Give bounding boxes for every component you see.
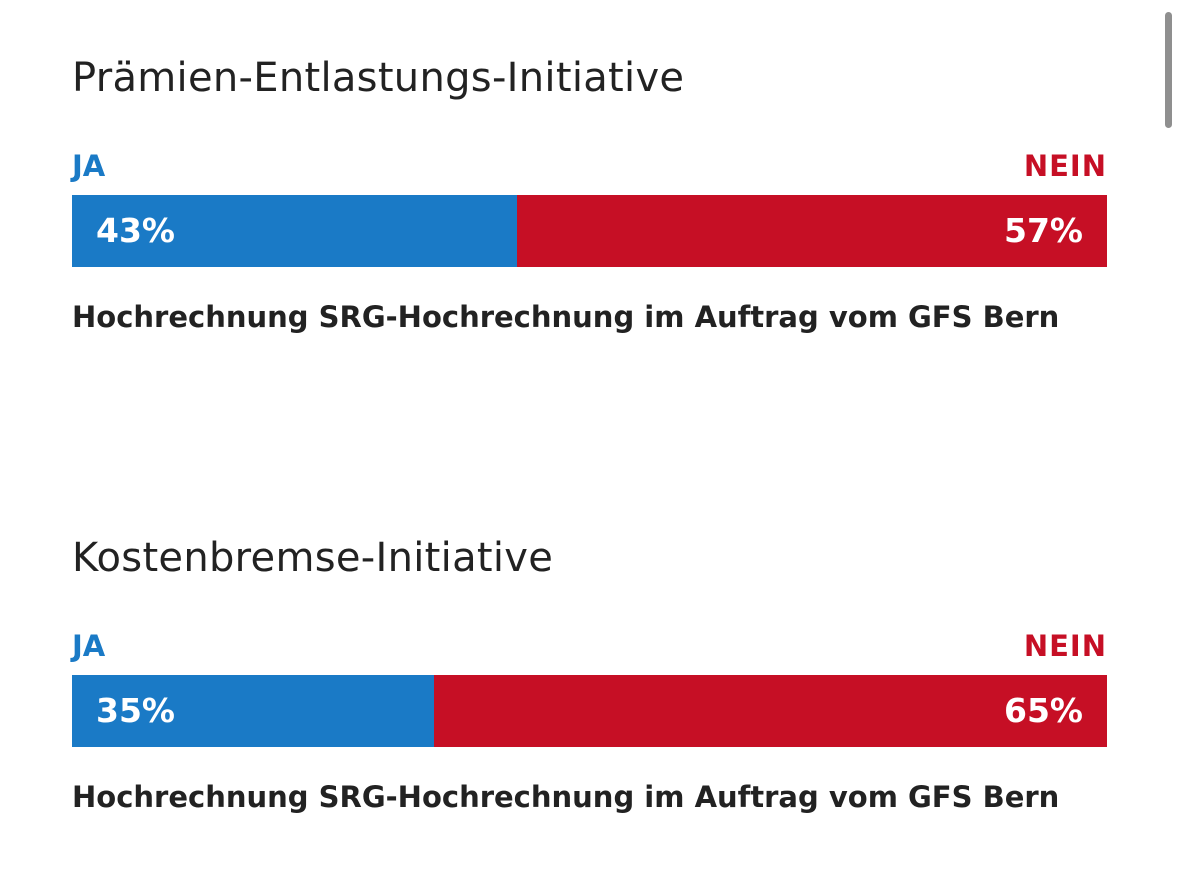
no-percentage: 57% <box>1003 211 1083 250</box>
label-row: JA NEIN <box>72 148 1107 184</box>
vote-result-block: Prämien-Entlastungs-Initiative JA NEIN 4… <box>72 52 1107 337</box>
label-row: JA NEIN <box>72 628 1107 664</box>
no-bar-segment: 57% <box>517 195 1107 267</box>
result-bar: 35% 65% <box>72 675 1107 747</box>
source-note: Hochrechnung SRG-Hochrechnung im Auftrag… <box>72 780 1060 814</box>
yes-percentage: 35% <box>96 691 175 730</box>
result-bar: 43% 57% <box>72 195 1107 267</box>
yes-label: JA <box>72 149 106 183</box>
page-scrollbar[interactable] <box>1165 12 1172 128</box>
no-bar-segment: 65% <box>434 675 1107 747</box>
yes-bar-segment: 43% <box>72 195 518 267</box>
vote-title: Kostenbremse-Initiative <box>72 535 554 581</box>
no-percentage: 65% <box>1004 691 1083 730</box>
no-label: NEIN <box>1023 629 1107 663</box>
yes-percentage: 43% <box>96 211 175 250</box>
vote-result-block: Kostenbremse-Initiative JA NEIN 35% 65% … <box>72 532 1107 817</box>
no-label: NEIN <box>1023 149 1107 183</box>
yes-bar-segment: 35% <box>72 675 435 747</box>
yes-label: JA <box>72 629 106 663</box>
vote-title: Prämien-Entlastungs-Initiative <box>72 55 685 101</box>
source-note: Hochrechnung SRG-Hochrechnung im Auftrag… <box>72 300 1060 334</box>
